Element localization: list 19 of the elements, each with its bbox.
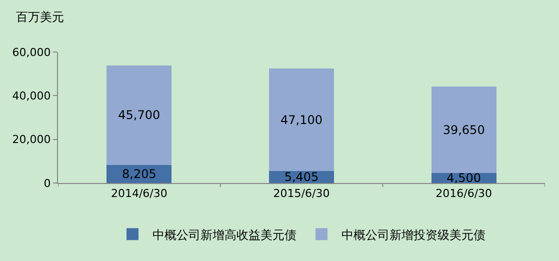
data-label: 39,650 bbox=[442, 122, 485, 137]
data-label: 5,405 bbox=[284, 170, 319, 184]
y-tick-label: 20,000 bbox=[12, 133, 51, 146]
bar bbox=[106, 65, 172, 166]
x-tick-label: 2014/6/30 bbox=[110, 187, 168, 200]
data-label: 4,500 bbox=[446, 171, 482, 186]
legend-label: 中概公司新增高收益美元债 bbox=[152, 228, 296, 242]
y-tick-label: 60,000 bbox=[12, 46, 51, 59]
y-axis-title: 百万美元 bbox=[16, 10, 64, 24]
data-label: 8,205 bbox=[122, 167, 156, 182]
data-label: 47,100 bbox=[280, 112, 322, 127]
bar bbox=[269, 68, 334, 172]
bar bbox=[431, 86, 496, 174]
data-label: 45,700 bbox=[118, 108, 160, 122]
x-tick-label: 2015/6/30 bbox=[273, 187, 330, 200]
y-tick-label: 0 bbox=[44, 176, 51, 190]
x-tick-label: 2016/6/30 bbox=[436, 187, 492, 200]
legend-label: 中概公司新增投资级美元债 bbox=[342, 228, 486, 242]
y-tick-label: 40,000 bbox=[12, 90, 51, 103]
